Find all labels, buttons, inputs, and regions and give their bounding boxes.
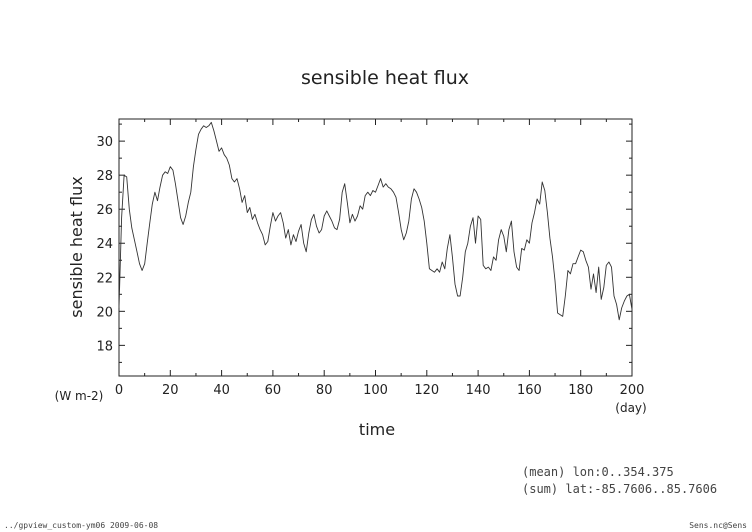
chart-title: sensible heat flux — [301, 67, 469, 89]
x-tick-label: 20 — [162, 383, 179, 398]
mean-annotation: (mean) lon:0..354.375 — [522, 465, 674, 479]
y-tick-label: 18 — [96, 339, 113, 354]
y-tick-label: 26 — [96, 203, 113, 218]
series-layer — [118, 121, 633, 321]
x-tick-label: 160 — [517, 383, 542, 398]
y-axis-ticks: 18 20 22 24 26 28 30 — [96, 123, 632, 363]
x-axis-label: time — [359, 420, 395, 439]
x-tick-label: 100 — [363, 383, 388, 398]
x-tick-label: 140 — [466, 383, 491, 398]
x-axis-unit: (day) — [615, 401, 646, 415]
y-axis-unit: (W m-2) — [55, 389, 104, 403]
y-tick-label: 22 — [96, 271, 113, 286]
series-line — [118, 121, 633, 321]
sum-annotation: (sum) lat:-85.7606..85.7606 — [522, 482, 717, 496]
x-tick-label: 80 — [316, 383, 333, 398]
y-tick-label: 24 — [96, 237, 113, 252]
plot-frame — [118, 118, 633, 377]
x-tick-label: 40 — [213, 383, 230, 398]
footer-right: Sens.nc@Sens — [689, 521, 747, 530]
x-tick-label: 60 — [265, 383, 282, 398]
y-tick-label: 30 — [96, 135, 113, 150]
x-tick-label: 200 — [620, 383, 645, 398]
x-tick-label: 0 — [115, 383, 123, 398]
footer-left: ../gpview_custom-ym06 2009-06-08 — [4, 521, 158, 530]
x-tick-label: 180 — [568, 383, 593, 398]
y-axis-label: sensible heat flux — [67, 176, 86, 317]
y-tick-label: 20 — [96, 305, 113, 320]
x-axis-ticks: 0 20 40 60 80 100 120 140 160 180 200 — [115, 119, 645, 398]
x-tick-label: 120 — [414, 383, 439, 398]
y-tick-label: 28 — [96, 169, 113, 184]
